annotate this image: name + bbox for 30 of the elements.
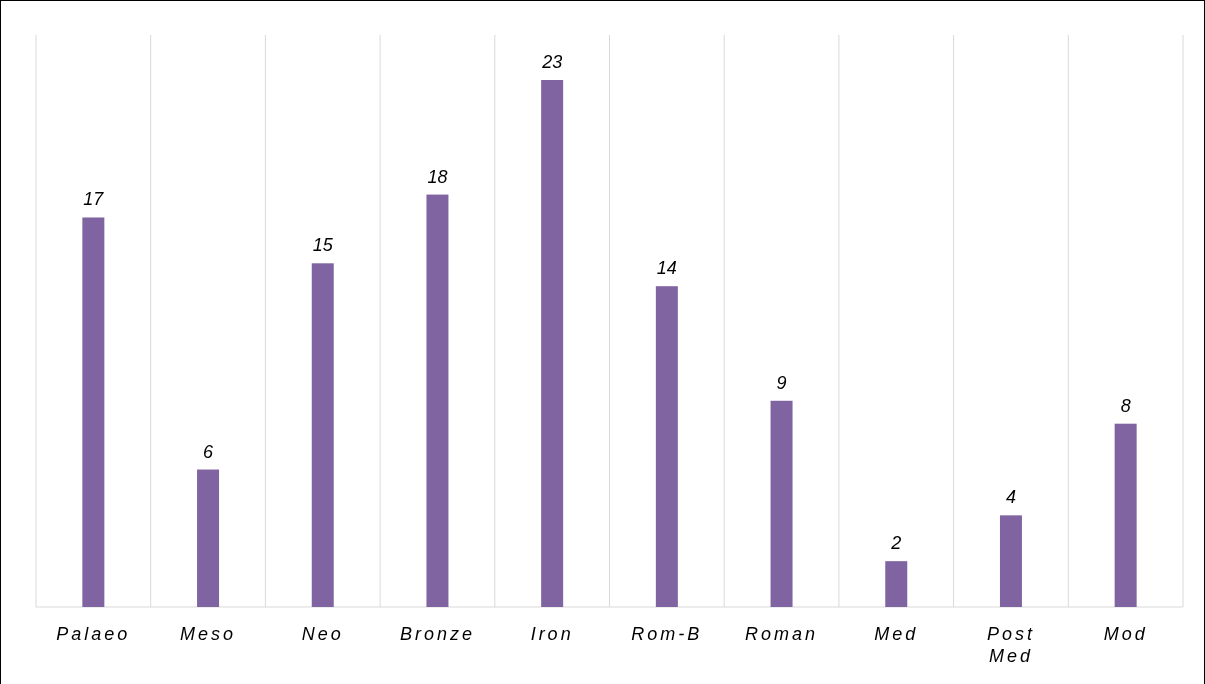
x-tick-label: Palaeo	[56, 624, 131, 644]
data-label: 18	[427, 166, 448, 187]
x-tick-label: Bronze	[399, 624, 475, 644]
bar	[197, 469, 220, 607]
bar	[770, 400, 793, 607]
data-label: 2	[890, 533, 902, 554]
bar	[999, 515, 1022, 607]
x-tick-label: Rom-B	[631, 624, 703, 644]
x-tick-label: Mod	[1103, 624, 1148, 644]
x-tick-label: Med	[874, 624, 919, 644]
bar	[426, 194, 449, 607]
bar	[1114, 423, 1137, 607]
data-label: 8	[1120, 395, 1131, 416]
data-label: 9	[776, 372, 787, 393]
bar	[655, 286, 678, 607]
data-label: 23	[541, 52, 563, 72]
data-label: 17	[83, 189, 105, 210]
bar	[311, 263, 334, 607]
x-tick-label: Iron	[530, 624, 574, 644]
data-label: 4	[1005, 487, 1016, 508]
bar	[82, 217, 105, 607]
x-tick-label: Post Med	[986, 624, 1035, 666]
x-tick-label: Roman	[745, 624, 819, 644]
bar	[541, 80, 564, 607]
data-label: 14	[656, 258, 677, 279]
x-tick-label: Neo	[301, 624, 344, 644]
x-tick-label: Meso	[180, 624, 237, 644]
data-label: 6	[203, 441, 215, 462]
bar	[885, 561, 908, 607]
data-label: 15	[312, 235, 334, 256]
